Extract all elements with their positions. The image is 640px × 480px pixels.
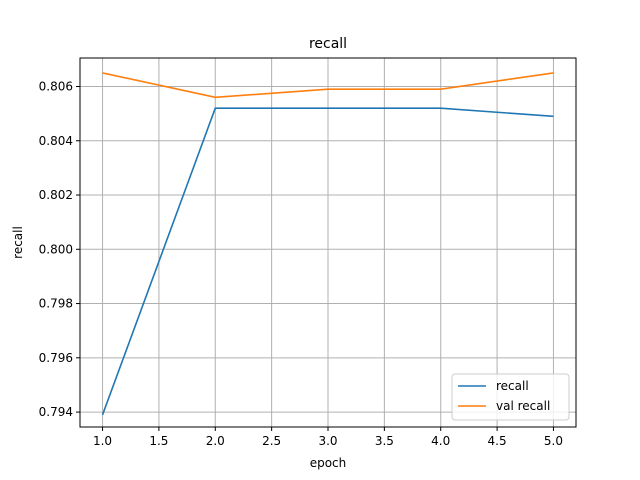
y-tick-label: 0.802 xyxy=(39,188,73,202)
ticks: 1.0 1.5 2.0 2.5 3.0 3.5 4.0 4.5 5.0 0.794 0.796 0.7… xyxy=(39,79,563,448)
x-tick-label: 3.5 xyxy=(375,434,394,448)
series-line xyxy=(102,72,554,99)
y-tick-label: 0.798 xyxy=(39,297,73,311)
x-tick-label: 4.5 xyxy=(488,434,507,448)
y-tick-label: 0.800 xyxy=(39,242,73,256)
x-tick-label: 1.5 xyxy=(149,434,168,448)
chart-title: recall xyxy=(309,36,347,52)
legend-label: recall xyxy=(496,379,529,393)
y-tick-label: 0.796 xyxy=(39,351,73,365)
x-tick-label: 1.0 xyxy=(93,434,112,448)
x-tick-label: 2.0 xyxy=(206,434,225,448)
x-tick-label: 4.0 xyxy=(431,434,450,448)
y-axis-label: recall xyxy=(11,226,25,259)
x-tick-label: 5.0 xyxy=(544,434,563,448)
series-line xyxy=(101,107,554,416)
legend-label: val recall xyxy=(496,399,550,413)
legend: recall val recall xyxy=(451,373,570,421)
y-tick-label: 0.806 xyxy=(39,79,73,93)
x-tick-label: 3.0 xyxy=(318,434,337,448)
x-tick-label: 2.5 xyxy=(262,434,281,448)
series-lines xyxy=(101,72,554,416)
y-tick-label: 0.804 xyxy=(39,134,73,148)
y-tick-label: 0.794 xyxy=(39,405,73,419)
x-axis-label: epoch xyxy=(310,456,347,470)
